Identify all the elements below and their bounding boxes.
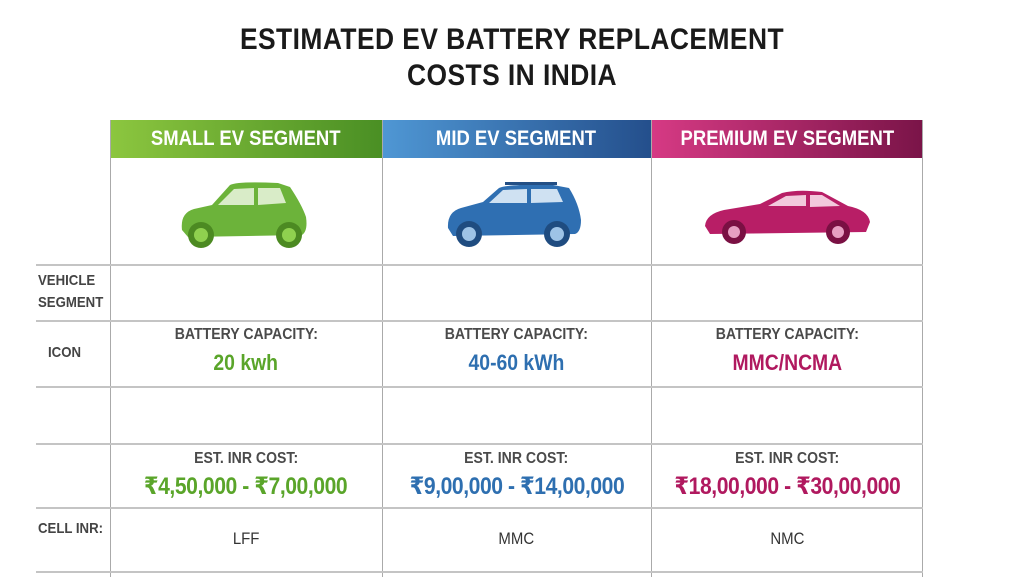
cost-value-text: ₹9,00,000 - ₹14,00,000	[409, 473, 624, 500]
divider	[36, 571, 923, 573]
capacity-label: BATTERY CAPACITY:	[651, 326, 923, 344]
capacity-label: BATTERY CAPACITY:	[382, 326, 651, 344]
cost-cell-premium: EST. INR COST: ₹18,00,000 - ₹30,00,000	[651, 450, 923, 501]
capacity-value-text: MMC/NCMA	[732, 350, 842, 375]
capacity-value: 40-60 kWh	[382, 350, 651, 376]
suv-car-icon	[447, 182, 581, 247]
divider	[36, 264, 923, 266]
cost-value: ₹9,00,000 - ₹14,00,000	[382, 472, 651, 501]
capacity-cell-premium: BATTERY CAPACITY: MMC/NCMA	[651, 326, 923, 376]
divider	[922, 120, 923, 577]
header-label: PREMIUM EV SEGMENT	[680, 127, 894, 150]
capacity-label-text: BATTERY CAPACITY:	[444, 326, 589, 343]
header-label: SMALL EV SEGMENT	[151, 127, 341, 150]
capacity-value: MMC/NCMA	[651, 350, 923, 376]
cell-type-small: LFF	[110, 529, 382, 549]
row-label-vehicle-segment: VEHICLE SEGMENT	[38, 270, 103, 314]
capacity-cell-small: BATTERY CAPACITY: 20 kwh	[110, 326, 382, 376]
header-label: MID EV SEGMENT	[436, 127, 597, 150]
cost-label-text: EST. INR COST:	[734, 450, 840, 467]
capacity-value-text: 40-60 kWh	[468, 350, 565, 375]
divider	[651, 120, 652, 577]
row-label-cell-inr: CELL INR:	[38, 520, 104, 537]
page-title: ESTIMATED EV BATTERY REPLACEMENT COSTS I…	[61, 22, 962, 94]
cost-value: ₹18,00,000 - ₹30,00,000	[651, 472, 923, 501]
sedan-car-icon	[705, 190, 870, 244]
cell-type-text: NMC	[769, 529, 805, 548]
divider	[36, 443, 923, 445]
cost-cell-small: EST. INR COST: ₹4,50,000 - ₹7,00,000	[110, 450, 382, 501]
cost-label: EST. INR COST:	[651, 450, 923, 468]
title-line-1: ESTIMATED EV BATTERY REPLACEMENT	[239, 23, 785, 56]
cost-value: ₹4,50,000 - ₹7,00,000	[110, 472, 382, 501]
divider	[36, 386, 923, 388]
cell-type-mid: MMC	[382, 529, 651, 549]
label-line: VEHICLE	[38, 272, 96, 289]
cost-value-text: ₹18,00,000 - ₹30,00,000	[674, 473, 900, 500]
hatchback-car-icon	[181, 182, 307, 248]
cost-label: EST. INR COST:	[110, 450, 382, 468]
cell-type-text: LFF	[232, 529, 260, 548]
cost-label-text: EST. INR COST:	[464, 450, 569, 467]
divider	[382, 120, 383, 577]
cell-type-text: MMC	[498, 529, 535, 548]
capacity-value-text: 20 kwh	[213, 350, 279, 375]
cost-label: EST. INR COST:	[382, 450, 651, 468]
divider	[36, 507, 923, 509]
divider	[36, 320, 923, 322]
row-label-icon: ICON	[48, 344, 81, 361]
capacity-label: BATTERY CAPACITY:	[110, 326, 382, 344]
cost-value-text: ₹4,50,000 - ₹7,00,000	[144, 473, 348, 500]
capacity-label-text: BATTERY CAPACITY:	[715, 326, 859, 343]
title-line-2: COSTS IN INDIA	[406, 59, 618, 92]
header-mid-segment: MID EV SEGMENT	[382, 120, 651, 158]
cost-label-text: EST. INR COST:	[193, 450, 299, 467]
divider	[110, 120, 111, 577]
capacity-cell-mid: BATTERY CAPACITY: 40-60 kWh	[382, 326, 651, 376]
header-small-segment: SMALL EV SEGMENT	[110, 120, 382, 158]
header-premium-segment: PREMIUM EV SEGMENT	[651, 120, 923, 158]
label-line: SEGMENT	[38, 294, 104, 311]
capacity-value: 20 kwh	[110, 350, 382, 376]
cost-cell-mid: EST. INR COST: ₹9,00,000 - ₹14,00,000	[382, 450, 651, 501]
capacity-label-text: BATTERY CAPACITY:	[174, 326, 318, 343]
cell-type-premium: NMC	[651, 529, 923, 549]
